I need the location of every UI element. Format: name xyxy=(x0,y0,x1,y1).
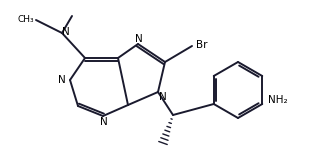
Text: CH₃: CH₃ xyxy=(18,14,34,24)
Text: Br: Br xyxy=(196,40,208,50)
Text: N: N xyxy=(58,75,66,85)
Text: N: N xyxy=(100,117,108,127)
Text: N: N xyxy=(159,92,167,102)
Text: N: N xyxy=(135,34,143,44)
Text: NH₂: NH₂ xyxy=(268,95,288,105)
Text: N: N xyxy=(62,27,70,37)
